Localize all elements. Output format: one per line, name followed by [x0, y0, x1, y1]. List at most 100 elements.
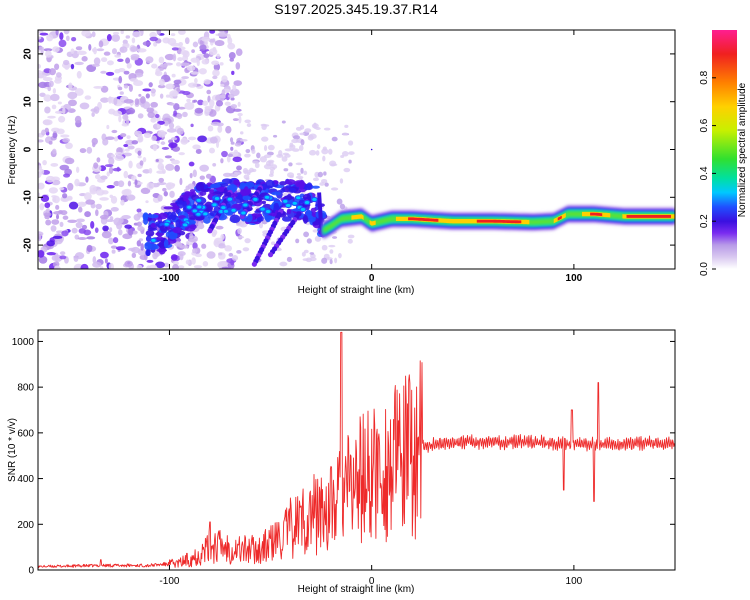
spec-noise-blob — [99, 265, 104, 269]
spec-noise-blob — [308, 133, 317, 140]
spec-noise-blob — [111, 249, 116, 254]
spec-noise-blob — [221, 89, 226, 98]
spec-noise-blob — [108, 108, 116, 115]
spec-noise-blob — [163, 62, 174, 66]
spec-noise-blob — [62, 215, 69, 220]
spec-noise-blob — [109, 227, 113, 233]
spec-noise-blob — [209, 136, 218, 144]
spec-noise-blob — [177, 251, 186, 257]
spec-noise-blob — [84, 192, 92, 201]
spec-noise-blob — [321, 148, 329, 155]
spec-noise-blob — [231, 255, 239, 261]
spec-signal-blob — [302, 214, 309, 224]
spec-noise-blob — [230, 141, 235, 145]
spec-noise-blob — [300, 139, 305, 146]
spec-dot — [370, 148, 373, 151]
spec-noise-blob — [227, 33, 231, 41]
spec-noise-blob — [236, 137, 244, 144]
spec-noise-blob — [208, 48, 218, 56]
spec-noise-blob — [163, 191, 168, 197]
spec-noise-blob — [199, 175, 205, 180]
spec-noise-blob — [52, 148, 57, 155]
spec-noise-blob — [348, 140, 354, 146]
spec-noise-blob — [114, 155, 125, 161]
spec-signal-blob — [148, 243, 158, 250]
spec-noise-blob — [134, 130, 143, 137]
spec-noise-blob — [95, 189, 105, 196]
spec-signal-blob — [267, 252, 274, 258]
spec-noise-blob — [221, 150, 228, 158]
spec-noise-blob — [295, 175, 304, 179]
spec-noise-blob — [261, 136, 269, 142]
spec-noise-blob — [170, 42, 181, 47]
spec-noise-blob — [171, 47, 179, 51]
spec-noise-blob — [85, 199, 96, 205]
spec-noise-blob — [190, 71, 199, 75]
spec-noise-blob — [126, 135, 131, 140]
spec-noise-blob — [130, 53, 140, 60]
spec-noise-blob — [112, 31, 120, 35]
spec-noise-blob — [70, 48, 75, 54]
spec-noise-blob — [79, 102, 90, 110]
spec-noise-blob — [170, 137, 178, 141]
spec-noise-blob — [202, 261, 209, 267]
spec-noise-blob — [75, 166, 80, 173]
spec-noise-blob — [162, 37, 171, 44]
spec-noise-blob — [51, 219, 60, 225]
spec-noise-blob — [156, 182, 167, 186]
spec-noise-blob — [138, 93, 142, 97]
spec-noise-blob — [169, 102, 175, 106]
spec-noise-blob — [93, 162, 99, 169]
spec-noise-blob — [289, 175, 294, 179]
spec-noise-blob — [323, 171, 327, 176]
spec-noise-blob — [111, 129, 118, 134]
spec-noise-blob — [150, 101, 158, 108]
spectrogram-ridge — [142, 148, 675, 267]
spec-noise-blob — [207, 125, 214, 132]
spec-noise-blob — [81, 224, 88, 230]
spec-core-blob — [253, 197, 258, 201]
spec-noise-blob — [38, 74, 47, 79]
spec-signal-blob — [142, 213, 149, 219]
spec-signal-blob — [143, 216, 149, 225]
spec-noise-blob — [172, 53, 177, 62]
snr-x-tick-label: 100 — [566, 576, 583, 587]
spec-noise-blob — [163, 262, 170, 268]
spec-core-blob — [286, 203, 291, 207]
spec-noise-blob — [347, 238, 353, 244]
spec-core-blob — [265, 209, 271, 213]
spec-signal-blob — [195, 182, 205, 192]
spec-noise-blob — [331, 236, 338, 239]
spec-noise-blob — [46, 34, 54, 42]
spec-noise-blob — [86, 146, 93, 154]
spec-noise-blob — [319, 182, 325, 186]
spec-noise-blob — [233, 80, 243, 86]
spec-noise-blob — [159, 93, 164, 99]
spec-noise-blob — [117, 180, 125, 188]
spec-noise-blob — [142, 88, 152, 92]
spec-noise-blob — [76, 70, 82, 79]
spec-noise-blob — [300, 167, 304, 174]
spec-noise-blob — [317, 171, 324, 178]
spec-noise-blob — [71, 36, 77, 42]
spec-noise-blob — [194, 253, 202, 258]
spec-noise-blob — [94, 227, 99, 233]
spec-noise-blob — [330, 163, 338, 167]
spec-ridge-peak — [408, 217, 439, 222]
spec-noise-blob — [126, 62, 132, 69]
spec-noise-blob — [113, 97, 118, 106]
spec-noise-blob — [121, 214, 131, 220]
spec-noise-blob — [44, 106, 51, 114]
spec-noise-blob — [235, 48, 243, 56]
spec-noise-blob — [212, 75, 218, 80]
spec-noise-blob — [38, 30, 44, 34]
spec-noise-blob — [302, 258, 309, 261]
spec-signal-blob — [155, 232, 165, 236]
spec-noise-blob — [263, 154, 272, 159]
spec-core-blob — [283, 199, 288, 203]
spec-noise-blob — [91, 63, 100, 67]
spec-noise-blob — [148, 82, 153, 88]
spec-noise-blob — [219, 62, 224, 66]
spec-noise-blob — [123, 99, 134, 104]
spec-noise-blob — [239, 223, 248, 228]
